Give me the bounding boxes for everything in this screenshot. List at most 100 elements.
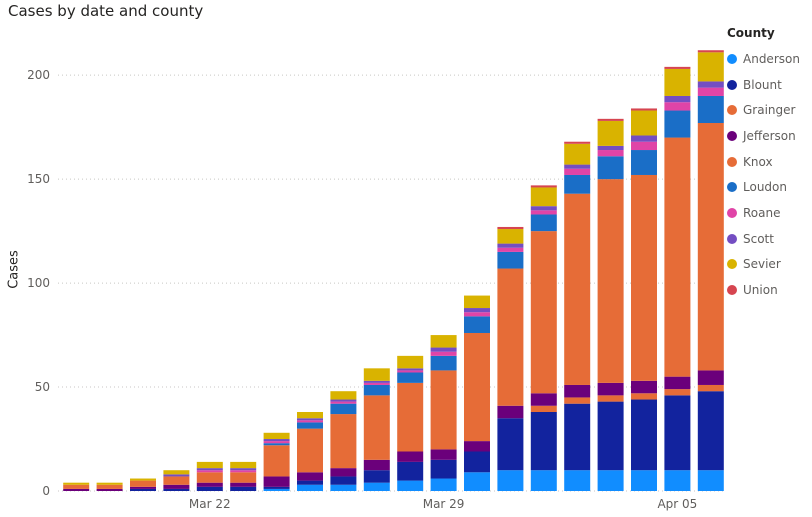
bar-segment[interactable]: Mar 31 — Anderson: 10 [497,470,524,491]
bar-segment[interactable]: Apr 04 — Grainger: 3 [631,393,657,400]
bar-segment[interactable]: Mar 18 — Sevier: 1 [63,482,90,485]
bar-segment[interactable]: Mar 28 — Jefferson: 5 [397,451,424,462]
bar-segment[interactable]: Apr 02 — Knox: 92 [564,193,591,385]
bar-segment[interactable]: Mar 27 — Knox: 31 [363,395,390,460]
legend-item[interactable]: Knox [727,149,800,175]
bar-segment[interactable]: Apr 02 — Jefferson: 6 [564,384,591,398]
bar-segment[interactable]: Mar 23 — Knox: 5 [230,472,257,483]
bar-segment[interactable]: Mar 30 — Sevier: 6 [464,295,490,309]
bar-segment[interactable]: Mar 24 — Roane: 1 [263,441,290,444]
legend-item[interactable]: Jefferson [727,123,800,149]
bar-segment[interactable]: Apr 01 — Union: 1 [530,185,557,188]
bar-segment[interactable]: Mar 25 — Blount: 2 [297,480,323,485]
bar-segment[interactable]: Apr 03 — Grainger: 3 [597,395,624,402]
bar-segment[interactable]: Apr 05 — Scott: 3 [664,95,691,103]
bar-segment[interactable]: Apr 05 — Jefferson: 6 [664,376,691,390]
bar-segment[interactable]: Apr 03 — Union: 1 [597,118,624,121]
bar-segment[interactable]: Mar 22 — Scott: 1 [196,468,223,471]
bar-segment[interactable]: Mar 20 — Sevier: 1 [130,478,156,481]
bar-segment[interactable]: Apr 05 — Union: 1 [664,66,691,69]
bar-segment[interactable]: Apr 06 — Union: 1 [697,50,724,53]
bar-segment[interactable]: Mar 31 — Roane: 2 [497,247,524,252]
bar-segment[interactable]: Apr 03 — Blount: 33 [597,401,624,471]
bar-segment[interactable]: Mar 23 — Jefferson: 2 [230,482,257,487]
bar-segment[interactable]: Mar 29 — Knox: 38 [430,370,457,450]
bar-segment[interactable]: Apr 04 — Scott: 3 [631,135,657,142]
legend-item[interactable]: Anderson [727,46,800,72]
bar-segment[interactable]: Mar 22 — Sevier: 3 [196,461,223,469]
bar-segment[interactable]: Apr 02 — Loudon: 9 [564,174,591,194]
bar-segment[interactable]: Mar 27 — Sevier: 6 [363,368,390,381]
bar-segment[interactable]: Mar 29 — Loudon: 7 [430,355,457,371]
bar-segment[interactable]: Apr 01 — Roane: 2 [530,210,557,215]
legend-item[interactable]: Union [727,277,800,303]
bar-segment[interactable]: Mar 25 — Anderson: 3 [297,484,323,491]
bar-segment[interactable]: Mar 29 — Anderson: 6 [430,478,457,491]
bar-segment[interactable]: Mar 21 — Scott: 1 [163,474,190,477]
bar-segment[interactable]: Mar 25 — Knox: 21 [297,428,323,473]
bar-segment[interactable]: Mar 24 — Loudon: 1 [263,443,290,446]
bar-segment[interactable]: Mar 27 — Jefferson: 5 [363,459,390,471]
legend[interactable]: County Anderson Blount Grainger Jefferson Kn… [727,26,800,303]
bar-segment[interactable]: Mar 31 — Knox: 66 [497,268,524,406]
bar-segment[interactable]: Apr 03 — Roane: 3 [597,150,624,157]
legend-item[interactable]: Blount [727,72,800,98]
bar-segment[interactable]: Mar 28 — Blount: 9 [397,461,424,481]
bar-segment[interactable]: Apr 04 — Anderson: 10 [631,470,657,491]
bar-segment[interactable]: Mar 29 — Scott: 2 [430,347,457,352]
bar-segment[interactable]: Mar 27 — Roane: 1 [363,382,390,385]
bar-segment[interactable]: Mar 31 — Blount: 25 [497,418,524,471]
bar-segment[interactable]: Mar 25 — Loudon: 3 [297,422,323,429]
legend-item[interactable]: Sevier [727,252,800,278]
bar-segment[interactable]: Mar 19 — Knox: 2 [96,484,123,489]
bar-segment[interactable]: Mar 31 — Loudon: 8 [497,251,524,269]
bar-segment[interactable]: Apr 02 — Blount: 32 [564,403,591,471]
bar-segment[interactable]: Mar 21 — Jefferson: 2 [163,484,190,489]
bar-segment[interactable]: Mar 24 — Blount: 1 [263,486,290,489]
bar-segment[interactable]: Mar 24 — Jefferson: 5 [263,476,290,487]
bar-segment[interactable]: Apr 06 — Grainger: 3 [697,384,724,392]
bar-segment[interactable]: Apr 01 — Anderson: 10 [530,470,557,491]
bar-segment[interactable]: Apr 01 — Loudon: 8 [530,214,557,232]
bar-segment[interactable]: Mar 30 — Scott: 2 [464,308,490,313]
bar-segment[interactable]: Mar 23 — Sevier: 3 [230,461,257,469]
bar-segment[interactable]: Mar 28 — Anderson: 5 [397,480,424,491]
bar-segment[interactable]: Apr 04 — Union: 1 [631,108,657,111]
bar-segment[interactable]: Mar 19 — Jefferson: 1 [96,488,123,491]
bar-segment[interactable]: Mar 22 — Knox: 5 [196,472,223,483]
bar-segment[interactable]: Mar 25 — Scott: 1 [297,418,323,421]
bar-segment[interactable]: Apr 04 — Jefferson: 6 [631,380,657,394]
bar-segment[interactable]: Mar 21 — Knox: 4 [163,476,190,485]
bar-segment[interactable]: Mar 24 — Knox: 15 [263,445,290,477]
bar-segment[interactable]: Apr 01 — Jefferson: 6 [530,393,557,406]
bar-segment[interactable]: Apr 02 — Anderson: 10 [564,470,591,491]
bar-segment[interactable]: Mar 26 — Roane: 1 [330,401,357,404]
bar-segment[interactable]: Mar 28 — Roane: 1 [397,370,424,373]
bar-segment[interactable]: Apr 04 — Sevier: 12 [631,110,657,136]
bar-segment[interactable]: Apr 02 — Grainger: 3 [564,397,591,404]
bar-segment[interactable]: Apr 01 — Scott: 2 [530,206,557,211]
bar-segment[interactable]: Apr 06 — Sevier: 14 [697,52,724,82]
bar-segment[interactable]: Apr 06 — Roane: 4 [697,87,724,96]
bar-segment[interactable]: Apr 04 — Knox: 99 [631,174,657,381]
bar-segment[interactable]: Mar 25 — Sevier: 3 [297,411,323,419]
bar-segment[interactable]: Mar 24 — Scott: 1 [263,439,290,442]
bar-segment[interactable]: Apr 02 — Union: 1 [564,141,591,144]
bar-segment[interactable]: Apr 05 — Blount: 36 [664,395,691,471]
bar-segment[interactable]: Mar 20 — Knox: 3 [130,480,156,487]
bar-segment[interactable]: Apr 06 — Jefferson: 7 [697,370,724,385]
legend-item[interactable]: Loudon [727,174,800,200]
bar-segment[interactable]: Mar 29 — Roane: 2 [430,351,457,356]
bar-segment[interactable]: Apr 05 — Grainger: 3 [664,389,691,396]
bar-segment[interactable]: Apr 05 — Knox: 115 [664,137,691,377]
bar-segment[interactable]: Mar 22 — Jefferson: 2 [196,482,223,487]
bar-segment[interactable]: Mar 28 — Scott: 1 [397,368,424,371]
bar-segment[interactable]: Mar 28 — Knox: 33 [397,382,424,452]
bar-segment[interactable]: Apr 02 — Roane: 3 [564,168,591,175]
bar-segment[interactable]: Mar 27 — Scott: 1 [363,380,390,383]
bar-segment[interactable]: Apr 05 — Sevier: 13 [664,68,691,96]
bar-segment[interactable]: Apr 06 — Scott: 3 [697,81,724,88]
bar-segment[interactable]: Mar 30 — Loudon: 8 [464,316,490,333]
bar-segment[interactable]: Apr 04 — Roane: 4 [631,141,657,151]
bar-segment[interactable]: Apr 01 — Knox: 78 [530,231,557,394]
